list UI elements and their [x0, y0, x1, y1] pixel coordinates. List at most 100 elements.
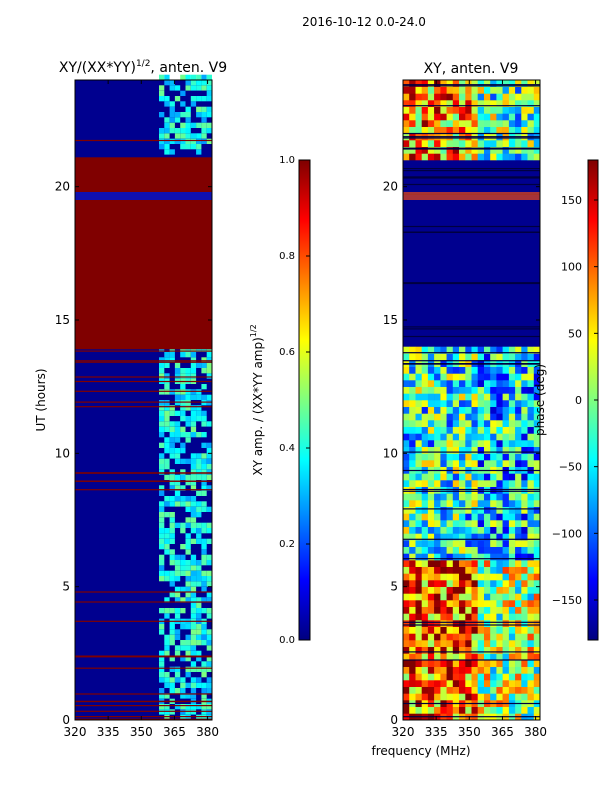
phase-cell	[446, 606, 454, 614]
amp-rfi-cell	[196, 122, 202, 128]
phase-cell	[409, 400, 416, 407]
phase-cell	[403, 446, 410, 454]
phase-cell	[527, 573, 534, 581]
amp-rfi-cell	[164, 122, 170, 128]
phase-cell	[452, 100, 460, 107]
phase-cell	[477, 393, 485, 401]
phase-cell	[403, 393, 410, 401]
phase-cell	[409, 153, 416, 161]
phase-cell	[421, 600, 429, 607]
amp-rfi-cell	[185, 352, 191, 358]
phase-cell	[527, 106, 534, 114]
phase-cell	[415, 640, 422, 647]
amp-rfi-cell	[159, 565, 165, 571]
phase-cell	[415, 580, 422, 587]
phase-cell	[427, 406, 435, 414]
phase-cell	[533, 666, 541, 674]
amp-xtick-label: 350	[130, 725, 153, 739]
amp-rfi-cell	[190, 506, 197, 512]
phase-cell	[471, 406, 478, 414]
amp-rfi-cell	[185, 133, 191, 139]
phase-cell	[465, 353, 472, 361]
phase-cell	[496, 606, 503, 614]
amp-rfi-cell	[190, 368, 197, 374]
phase-cell	[484, 460, 491, 467]
phase-cell	[484, 380, 491, 387]
phase-cell	[427, 706, 435, 714]
phase-cell	[533, 406, 541, 414]
amp-rfi-cell	[201, 629, 207, 635]
phase-cell	[502, 393, 510, 401]
phase-cell	[477, 573, 485, 581]
phase-cell	[409, 373, 416, 381]
phase-cell	[427, 680, 435, 687]
phase-cell	[415, 600, 422, 607]
phase-cell	[508, 600, 516, 607]
amp-rfi-cell	[159, 90, 165, 96]
phase-cell	[459, 553, 466, 561]
phase-flag-line	[403, 363, 540, 365]
phase-cell	[446, 126, 454, 134]
phase-cell	[440, 513, 447, 521]
phase-cell	[415, 646, 422, 654]
amp-rfi-cell	[201, 693, 207, 699]
phase-cell	[403, 80, 410, 87]
phase-cell	[459, 566, 466, 574]
phase-cell	[403, 680, 410, 687]
phase-cell	[440, 366, 447, 374]
phase-cell	[465, 586, 472, 594]
phase-xtick-label: 365	[491, 725, 514, 739]
phase-cell	[521, 526, 528, 534]
phase-cell	[477, 100, 485, 107]
phase-cell	[415, 100, 422, 107]
phase-cell	[533, 420, 541, 427]
phase-cell	[484, 480, 491, 487]
phase-cell	[484, 146, 491, 154]
phase-cell	[452, 366, 460, 374]
phase-cell	[415, 513, 422, 521]
phase-ytick-label: 15	[383, 313, 398, 327]
phase-cell	[421, 453, 429, 461]
phase-cell	[440, 586, 447, 594]
phase-cell	[490, 573, 497, 581]
phase-cell	[477, 433, 485, 441]
phase-cell	[502, 373, 510, 381]
phase-cell	[496, 480, 503, 487]
phase-cell	[490, 680, 497, 687]
phase-cell	[527, 686, 534, 694]
phase-cell	[471, 613, 478, 621]
amp-rfi-cell	[159, 522, 165, 528]
amp-rfi-cell	[169, 485, 175, 491]
amp-rfi-cell	[201, 682, 207, 688]
phase-cell	[521, 673, 528, 681]
phase-cell	[484, 473, 491, 481]
amp-rfi-cell	[164, 362, 170, 368]
phase-cell	[484, 120, 491, 127]
phase-cell	[490, 553, 497, 561]
phase-cell	[508, 113, 516, 121]
phase-cell	[452, 693, 460, 701]
amp-rfi-cell	[190, 405, 197, 411]
phase-cell	[452, 653, 460, 661]
phase-cell	[403, 560, 410, 567]
phase-cell	[502, 153, 510, 161]
phase-cell	[421, 566, 429, 574]
phase-cell	[515, 586, 522, 594]
phase-cell	[484, 520, 491, 527]
phase-cell	[403, 646, 410, 654]
phase-cell	[421, 546, 429, 554]
phase-cell	[465, 433, 472, 441]
amp-rfi-cell	[196, 682, 202, 688]
phase-cell	[459, 646, 466, 654]
amp-rfi-cell	[201, 581, 207, 587]
phase-cell	[484, 693, 491, 701]
phase-cell	[403, 93, 410, 101]
amp-rfi-cell	[169, 389, 175, 395]
phase-cell	[446, 86, 454, 94]
amp-rfi-cell	[201, 528, 207, 534]
phase-cell	[440, 400, 447, 407]
phase-cell	[434, 386, 441, 394]
amp-rfi-cell	[169, 138, 175, 144]
phase-flag-line	[403, 85, 540, 87]
phase-cell	[502, 613, 510, 621]
